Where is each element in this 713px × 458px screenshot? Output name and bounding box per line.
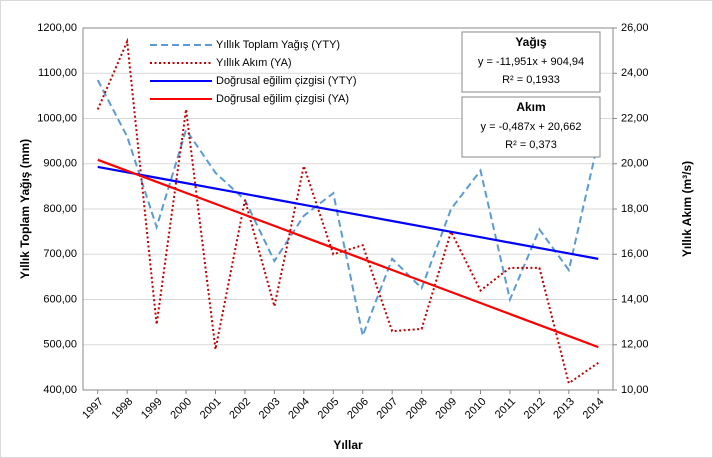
plot-frame [82, 27, 614, 391]
annotation-equation: y = -0,487x + 20,662 [481, 121, 582, 133]
annotation-r2: R² = 0,373 [505, 139, 557, 151]
series-line [96, 79, 600, 340]
y2-tick-label: 16,00 [621, 248, 649, 260]
y-tick-label: 900,00 [43, 158, 77, 170]
y-axis-label: Yıllık Toplam Yağış (mm) [18, 139, 32, 279]
annotation-title: Yağış [515, 35, 547, 49]
y2-tick-label: 20,00 [621, 158, 649, 170]
y2-tick-label: 12,00 [621, 339, 649, 351]
legend-label: Yıllık Akım (YA) [216, 57, 292, 69]
y2-tick-label: 10,00 [621, 384, 649, 396]
y2-tick-label: 14,00 [621, 293, 649, 305]
y-tick-label: 500,00 [43, 339, 77, 351]
y2-tick-label: 24,00 [621, 67, 649, 79]
series-line [97, 165, 599, 260]
y2-tick-label: 22,00 [621, 112, 649, 124]
annotation-title: Akım [516, 100, 545, 114]
x-axis-label: Yıllar [333, 438, 363, 452]
annotation-box [461, 31, 601, 93]
legend-label: Yıllık Toplam Yağış (YTY) [216, 39, 340, 51]
y2-axis-label: Yıllık Akım (m³/s) [680, 161, 694, 257]
y-tick-label: 600,00 [43, 293, 77, 305]
y-tick-label: 700,00 [43, 248, 77, 260]
annotation-r2: R² = 0,1933 [502, 74, 560, 86]
y-tick-label: 400,00 [43, 384, 77, 396]
y-tick-label: 800,00 [43, 203, 77, 215]
legend-label: Doğrusal eğilim çizgisi (YTY) [216, 75, 357, 87]
y-tick-label: 1200,00 [37, 22, 77, 34]
annotation-equation: y = -11,951x + 904,94 [478, 56, 584, 68]
annotation-box [461, 96, 601, 158]
y2-tick-label: 18,00 [621, 203, 649, 215]
y-tick-label: 1100,00 [38, 67, 77, 79]
y-tick-label: 1000,00 [37, 112, 77, 124]
y2-tick-label: 26,00 [621, 22, 649, 34]
series-line [97, 158, 599, 349]
legend-label: Doğrusal eğilim çizgisi (YA) [216, 93, 349, 105]
